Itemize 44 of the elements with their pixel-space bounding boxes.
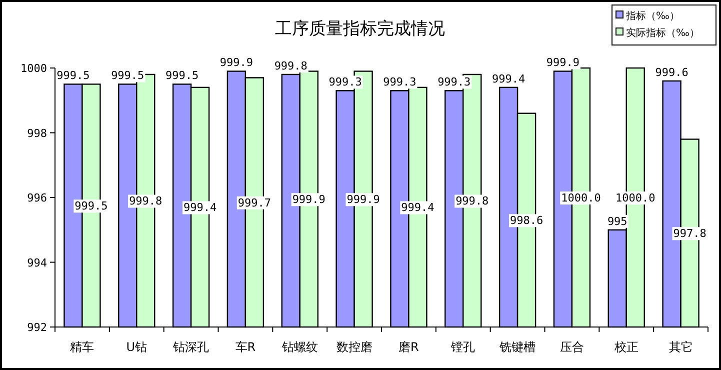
y-tick-label: 992 [27,321,47,334]
data-label: 999.6 [655,66,688,79]
data-label: 999.9 [292,193,326,206]
data-label: 999.7 [238,196,272,210]
x-tick-label: 数控磨 [336,340,372,354]
y-tick-label: 994 [27,256,48,270]
x-tick-label: U钻 [126,340,148,354]
x-tick-label: 校正 [613,340,638,354]
x-tick-label: 其它 [668,340,693,354]
data-label: 1000.0 [561,192,601,204]
data-label: 999.3 [383,76,416,89]
data-label: 999.5 [111,69,144,82]
x-tick-label: 钻深孔 [172,340,210,354]
data-label: 998.6 [510,214,544,228]
x-tick-label: 铣键槽 [498,340,536,354]
x-tick-label: 磨R [398,340,419,354]
data-label: 1000.0 [616,192,656,204]
y-tick-label: 1000 [20,62,47,75]
x-tick-label: 车R [235,340,256,354]
data-label: 997.8 [673,227,706,240]
data-label: 999.8 [129,194,162,208]
data-label: 995 [607,214,628,228]
data-label: 999.9 [346,193,380,206]
data-label: 999.8 [456,194,489,208]
data-label: 999.4 [492,72,526,86]
data-label: 999.5 [165,69,199,82]
chart-title: 工序质量指标完成情况 [275,19,445,39]
legend-label: 指标（‰） [625,10,680,22]
x-tick-label: 镗孔 [450,340,476,354]
data-label: 999.8 [274,59,308,72]
x-tick-label: 压合 [560,340,584,354]
x-tick-label: 精车 [70,340,94,354]
y-tick-label: 998 [27,126,47,140]
legend-label: 实际指标（‰） [626,27,700,39]
data-label: 999.9 [220,56,254,70]
x-tick-label: 钻螺纹 [280,340,318,354]
y-tick-label: 996 [27,192,47,204]
data-label: 999.3 [328,76,362,89]
data-label: 999.9 [546,56,580,70]
data-label: 999.3 [438,76,471,89]
data-label: 999.5 [74,200,108,213]
data-label: 999.4 [183,201,217,214]
data-label: 999.4 [401,201,435,214]
data-label: 999.5 [56,69,90,82]
